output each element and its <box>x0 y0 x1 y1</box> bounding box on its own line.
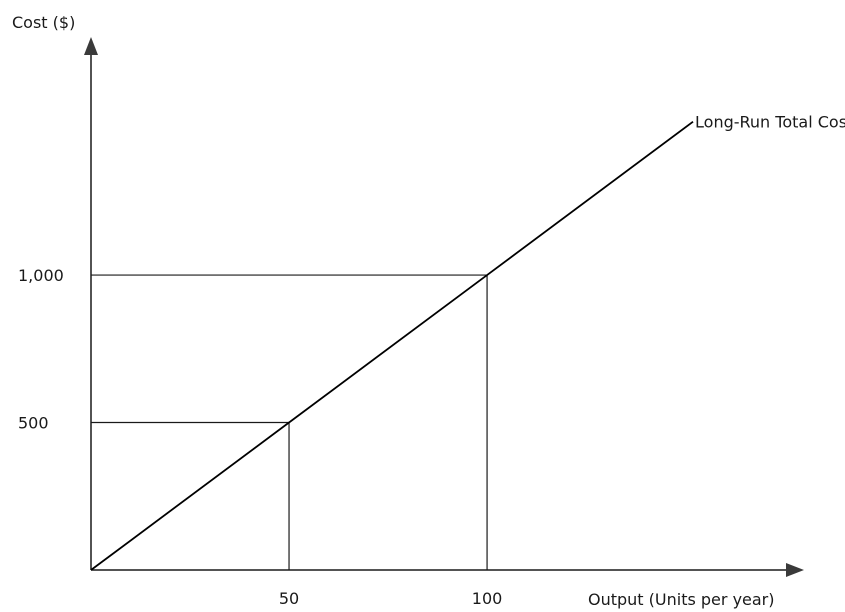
series-group: Long-Run Total Cost <box>90 113 845 571</box>
y-axis-arrowhead <box>84 37 98 55</box>
axes <box>84 37 804 577</box>
x-axis-arrowhead <box>786 563 804 577</box>
series-label-0: Long-Run Total Cost <box>695 113 845 132</box>
tick-labels: 50 100 500 1,000 <box>18 266 502 608</box>
y-tick-label-1: 1,000 <box>18 266 64 285</box>
reference-lines <box>91 274 488 570</box>
x-axis-label: Output (Units per year) <box>588 590 775 609</box>
x-tick-label-1: 100 <box>472 589 503 608</box>
series-line-0 <box>90 120 694 571</box>
x-tick-label-0: 50 <box>279 589 299 608</box>
y-axis-label: Cost ($) <box>12 13 75 32</box>
y-tick-label-0: 500 <box>18 414 49 433</box>
